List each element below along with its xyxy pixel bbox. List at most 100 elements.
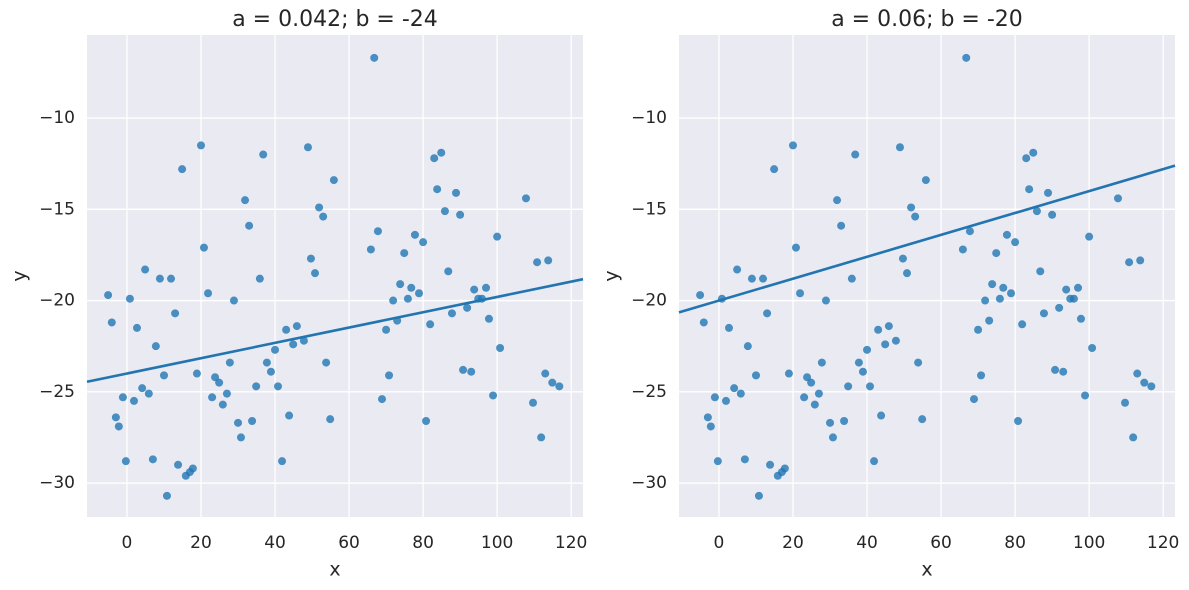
- point: [188, 464, 197, 473]
- point: [271, 345, 280, 354]
- point: [484, 314, 493, 323]
- x-tick-label: 100: [481, 533, 513, 553]
- x-tick-label: 80: [1004, 533, 1026, 553]
- point: [385, 371, 394, 380]
- point: [278, 457, 287, 466]
- point: [814, 389, 823, 398]
- point: [132, 323, 141, 332]
- point: [326, 415, 335, 424]
- point: [262, 358, 271, 367]
- point: [229, 296, 238, 305]
- point: [724, 323, 733, 332]
- point: [440, 207, 449, 216]
- point: [999, 283, 1008, 292]
- point: [1025, 185, 1034, 194]
- point: [422, 417, 431, 426]
- point: [306, 254, 315, 263]
- point: [974, 325, 983, 334]
- point: [958, 245, 967, 254]
- point: [192, 369, 201, 378]
- y-tick-label: −25: [631, 382, 667, 402]
- chart-title: a = 0.042; b = -24: [232, 7, 438, 32]
- point: [211, 373, 220, 382]
- point: [1018, 320, 1027, 329]
- point: [155, 274, 164, 283]
- y-axis-label: y: [9, 270, 31, 281]
- point: [537, 433, 546, 442]
- point: [821, 296, 830, 305]
- point: [222, 389, 231, 398]
- x-tick-label: 80: [412, 533, 434, 553]
- point: [1076, 314, 1085, 323]
- x-tick-label: 20: [782, 533, 804, 553]
- x-tick-label: 120: [1147, 533, 1179, 553]
- point: [1036, 267, 1045, 276]
- point: [197, 141, 206, 150]
- point: [285, 411, 294, 420]
- point: [789, 141, 798, 150]
- point: [696, 291, 705, 300]
- point: [985, 316, 994, 325]
- point: [419, 238, 428, 247]
- point: [1133, 369, 1142, 378]
- point: [125, 294, 134, 303]
- point: [459, 365, 468, 374]
- point: [319, 212, 328, 221]
- point: [114, 422, 123, 431]
- point: [730, 384, 739, 393]
- point: [171, 309, 180, 318]
- point: [837, 221, 846, 230]
- point: [489, 391, 498, 400]
- point: [104, 291, 113, 300]
- point: [870, 457, 879, 466]
- point: [255, 274, 264, 283]
- point: [118, 393, 127, 402]
- point: [292, 322, 301, 331]
- point: [234, 418, 243, 427]
- point: [151, 342, 160, 351]
- point: [370, 53, 379, 62]
- point: [918, 415, 927, 424]
- point: [204, 289, 213, 298]
- point: [791, 243, 800, 252]
- y-tick-label: −25: [39, 382, 75, 402]
- point: [282, 325, 291, 334]
- point: [548, 378, 557, 387]
- y-tick-label: −30: [39, 473, 75, 493]
- point: [1125, 258, 1134, 267]
- point: [796, 289, 805, 298]
- y-tick-label: −15: [39, 199, 75, 219]
- point: [529, 398, 538, 407]
- point: [130, 396, 139, 405]
- point: [1044, 188, 1053, 197]
- point: [911, 212, 920, 221]
- point: [1062, 285, 1071, 294]
- point: [289, 340, 298, 349]
- point: [299, 336, 308, 345]
- point: [389, 296, 398, 305]
- x-tick-label: 100: [1073, 533, 1105, 553]
- point: [706, 422, 715, 431]
- point: [874, 325, 883, 334]
- point: [178, 165, 187, 174]
- point: [241, 196, 250, 205]
- point: [736, 389, 745, 398]
- point: [521, 194, 530, 203]
- point: [1002, 230, 1011, 239]
- point: [754, 491, 763, 500]
- point: [780, 464, 789, 473]
- y-tick-label: −20: [631, 291, 667, 311]
- point: [470, 285, 479, 294]
- point: [817, 358, 826, 367]
- point: [722, 396, 731, 405]
- point: [733, 265, 742, 274]
- fit-line: [678, 164, 1176, 314]
- point: [828, 433, 837, 442]
- point: [167, 274, 176, 283]
- point: [766, 460, 775, 469]
- point: [366, 245, 375, 254]
- y-tick-label: −10: [631, 108, 667, 128]
- x-axis-label: x: [329, 559, 340, 581]
- point: [763, 309, 772, 318]
